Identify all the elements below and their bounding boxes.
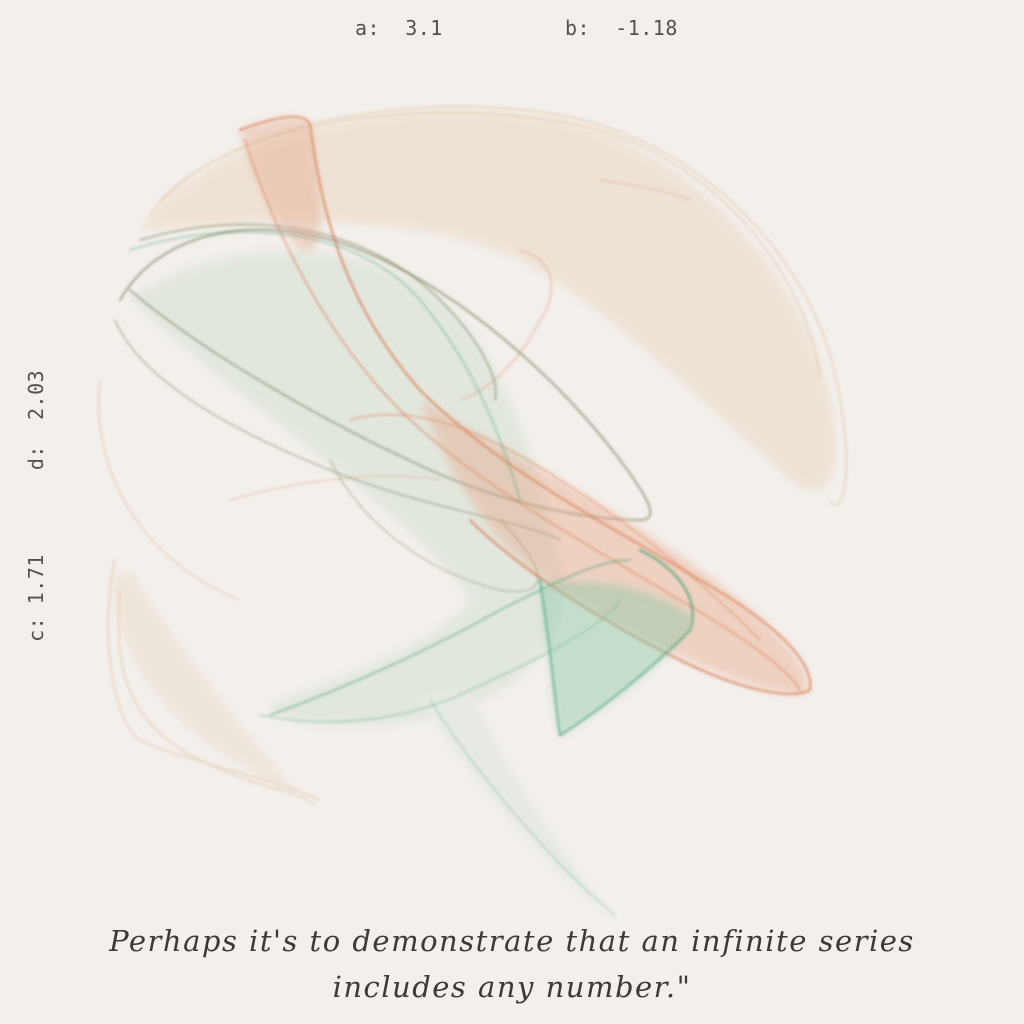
param-d-readout: d: 2.03: [24, 370, 48, 470]
param-d-value: 2.03: [24, 369, 48, 420]
quote-line-2: includes any number.": [332, 970, 692, 1004]
param-d-label: d:: [24, 445, 48, 471]
param-c-value: 1.71: [24, 554, 48, 605]
param-a-label: a:: [355, 16, 381, 40]
green-wash: [130, 250, 610, 915]
param-c-label: c:: [24, 616, 48, 642]
quote-line-1: Perhaps it's to demonstrate that an infi…: [109, 924, 915, 958]
orange-blade: [240, 117, 808, 695]
param-a-readout: a: 3.1: [355, 16, 443, 40]
param-b-value: -1.18: [615, 16, 678, 40]
quote-caption: Perhaps it's to demonstrate that an infi…: [32, 918, 992, 1010]
param-a-value: 3.1: [405, 16, 443, 40]
green-triangle: [540, 581, 695, 735]
param-b-label: b:: [565, 16, 591, 40]
param-c-readout: c: 1.71: [24, 554, 48, 642]
param-b-readout: b: -1.18: [565, 16, 678, 40]
